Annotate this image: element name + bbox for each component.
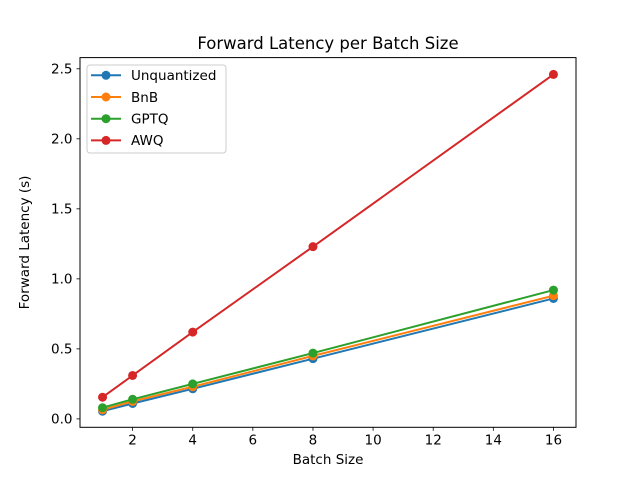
legend-box <box>86 64 227 154</box>
legend-label: GPTQ <box>131 112 168 128</box>
legend-marker <box>101 92 111 102</box>
y-tick-label: 1.5 <box>51 201 72 217</box>
series-marker-awq <box>98 392 108 402</box>
x-tick-label: 16 <box>545 433 562 449</box>
plot-frame <box>79 57 577 428</box>
legend-label: Unquantized <box>131 68 216 84</box>
y-axis-label: Forward Latency (s) <box>17 176 33 310</box>
series-marker-gptq <box>98 403 108 413</box>
x-tick-label: 10 <box>364 433 381 449</box>
series-marker-gptq <box>188 379 198 389</box>
x-tick-label: 4 <box>188 433 197 449</box>
y-tick-label: 2.5 <box>51 61 72 77</box>
x-tick-label: 12 <box>425 433 442 449</box>
chart-title: Forward Latency per Batch Size <box>197 34 458 53</box>
series-marker-awq <box>548 69 558 79</box>
legend-marker <box>101 70 111 80</box>
x-axis-label: Batch Size <box>293 452 364 468</box>
x-tick-label: 14 <box>485 433 502 449</box>
x-tick-label: 8 <box>309 433 318 449</box>
legend-marker <box>101 135 111 145</box>
series-marker-awq <box>308 242 318 252</box>
x-tick-label: 2 <box>128 433 137 449</box>
series-line-bnb <box>102 294 554 411</box>
y-tick-label: 0.5 <box>51 341 72 357</box>
legend-label: BnB <box>131 90 158 106</box>
series-marker-gptq <box>128 394 138 404</box>
series-marker-gptq <box>548 285 558 295</box>
series-marker-awq <box>188 327 198 337</box>
y-tick-label: 1.0 <box>51 271 72 287</box>
y-tick-label: 2.0 <box>51 131 72 147</box>
legend-label: AWQ <box>131 133 163 149</box>
series-marker-gptq <box>308 348 318 358</box>
series-marker-awq <box>128 370 138 380</box>
x-tick-label: 6 <box>249 433 258 449</box>
series-line-unquantized <box>102 297 554 413</box>
legend-marker <box>101 114 111 124</box>
y-tick-label: 0.0 <box>51 411 72 427</box>
